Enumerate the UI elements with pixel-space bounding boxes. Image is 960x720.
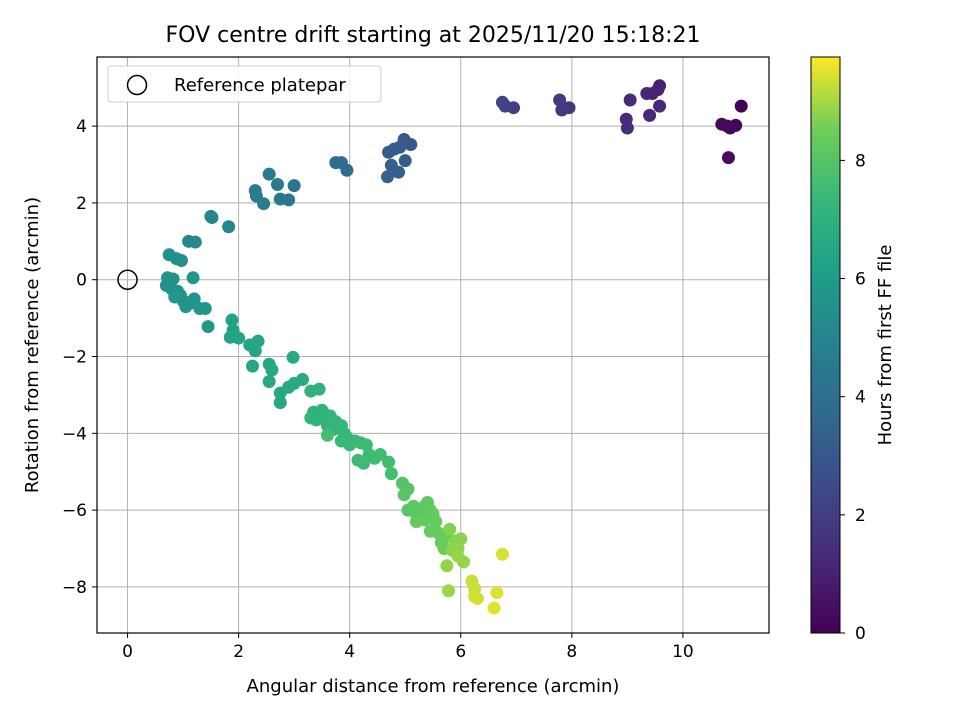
- data-point: [162, 248, 176, 262]
- data-point: [734, 99, 748, 113]
- colorbar-tick-label: 8: [855, 151, 866, 171]
- data-point: [470, 591, 484, 605]
- data-point: [262, 167, 276, 181]
- data-point: [653, 99, 667, 113]
- y-tick-label: 2: [76, 194, 87, 214]
- x-tick-label: 6: [455, 642, 466, 662]
- data-point: [553, 93, 567, 107]
- data-point: [495, 547, 509, 561]
- x-axis-ticks: 0 2 4 6 8 10: [122, 633, 694, 662]
- data-point: [409, 515, 423, 529]
- data-point: [382, 145, 396, 159]
- data-point: [222, 220, 236, 234]
- data-point: [246, 359, 260, 373]
- data-point: [182, 234, 196, 248]
- data-point: [273, 192, 287, 206]
- x-tick-label: 2: [233, 642, 244, 662]
- data-point: [443, 522, 457, 536]
- data-point: [187, 292, 201, 306]
- colorbar-ticks: 0 2 4 6 8: [840, 151, 866, 644]
- data-point: [643, 108, 657, 122]
- data-point: [198, 302, 212, 316]
- chart-title: FOV centre drift starting at 2025/11/20 …: [166, 23, 701, 48]
- x-tick-label: 10: [672, 642, 694, 662]
- data-point: [490, 586, 504, 600]
- data-point: [186, 271, 200, 285]
- reference-platepar-marker: [117, 269, 138, 290]
- data-point: [286, 350, 300, 364]
- x-tick-label: 8: [566, 642, 577, 662]
- data-point: [640, 86, 654, 100]
- y-axis-label: Rotation from reference (arcmin): [22, 197, 43, 493]
- data-point: [312, 382, 326, 396]
- data-point: [287, 179, 301, 193]
- y-tick-label: 4: [76, 117, 87, 137]
- legend-label: Reference platepar: [174, 75, 346, 96]
- legend-box: [107, 65, 382, 103]
- colorbar-label: Hours from first FF file: [875, 245, 896, 446]
- y-tick-label: 0: [76, 271, 87, 291]
- scatter-points: [159, 79, 748, 615]
- y-tick-label: −4: [62, 424, 87, 444]
- y-tick-label: −2: [62, 348, 87, 368]
- data-point: [225, 313, 239, 327]
- data-point: [715, 117, 729, 131]
- colorbar-tick-label: 2: [855, 506, 866, 526]
- data-point: [620, 121, 634, 135]
- data-point: [248, 184, 262, 198]
- data-point: [451, 549, 465, 563]
- data-point: [320, 428, 334, 442]
- data-point: [397, 488, 411, 502]
- x-axis-label: Angular distance from reference (arcmin): [247, 676, 620, 697]
- colorbar-tick-label: 6: [855, 270, 866, 290]
- y-tick-label: −8: [62, 578, 87, 598]
- data-point: [265, 363, 279, 377]
- data-point: [380, 170, 394, 184]
- data-point: [495, 95, 509, 109]
- data-point: [384, 467, 398, 481]
- plot-frame: [96, 56, 770, 634]
- legend: Reference platepar: [107, 65, 382, 103]
- x-tick-label: 4: [344, 642, 355, 662]
- data-point: [262, 374, 276, 388]
- legend-marker: [126, 74, 148, 96]
- data-point: [442, 584, 456, 598]
- colorbar-tick-label: 0: [855, 624, 866, 644]
- data-point: [273, 396, 287, 410]
- data-point: [168, 290, 182, 304]
- data-point: [623, 93, 637, 107]
- data-point: [201, 320, 215, 334]
- data-point: [487, 601, 501, 615]
- grid: [97, 57, 769, 633]
- data-point: [204, 209, 218, 223]
- data-point: [329, 156, 343, 170]
- data-point: [357, 456, 371, 470]
- y-axis-ticks: −8 −6 −4 −2 0 2 4: [62, 117, 97, 598]
- data-point: [392, 165, 406, 179]
- data-point: [232, 331, 246, 345]
- data-point: [270, 177, 284, 191]
- data-point: [373, 447, 387, 461]
- data-point: [295, 373, 309, 387]
- x-tick-label: 0: [122, 642, 133, 662]
- data-point: [429, 515, 443, 529]
- data-point: [721, 151, 735, 165]
- colorbar: [810, 56, 841, 634]
- data-point: [166, 272, 180, 286]
- data-point: [398, 154, 412, 168]
- data-point: [382, 455, 396, 469]
- y-tick-label: −6: [62, 501, 87, 521]
- colorbar-tick-label: 4: [855, 388, 866, 408]
- data-point: [251, 334, 265, 348]
- data-point: [555, 103, 569, 117]
- data-point: [440, 559, 454, 573]
